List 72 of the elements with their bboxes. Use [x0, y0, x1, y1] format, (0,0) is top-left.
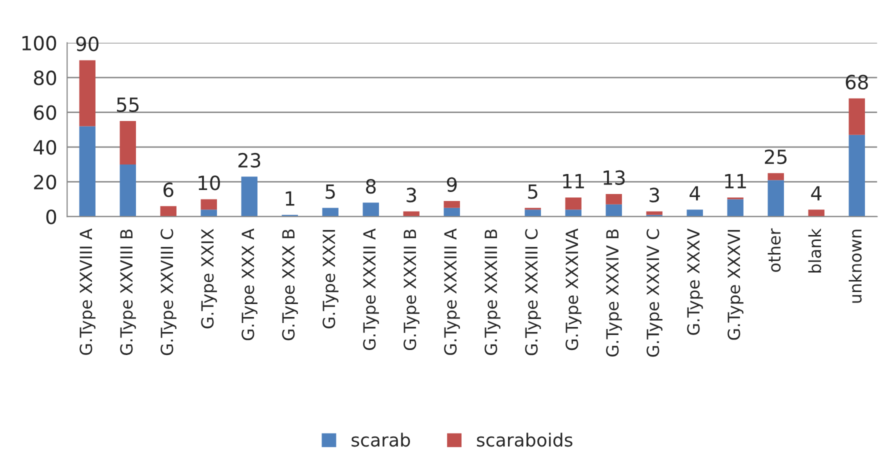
x-tick-label: unknown	[848, 230, 862, 303]
x-tick-label: G.Type XXIX	[201, 228, 217, 328]
x-tick-label: blank	[808, 228, 822, 273]
bar	[322, 208, 338, 217]
x-tick-label: G.Type XXXIII B	[484, 230, 500, 355]
bar	[160, 206, 176, 217]
bar	[362, 202, 379, 217]
x-tick-label: G.Type XXXV	[687, 228, 703, 335]
bar	[768, 173, 784, 180]
bar	[565, 210, 582, 217]
x-tick-label: G.Type XXVIII B	[120, 230, 136, 355]
bar	[444, 200, 460, 208]
bar	[120, 164, 136, 217]
bar	[848, 98, 865, 135]
bar	[120, 121, 136, 164]
bar	[606, 194, 622, 204]
bar	[646, 211, 662, 215]
bar	[444, 208, 460, 217]
bar	[848, 134, 865, 217]
bar	[241, 176, 258, 217]
bar	[79, 126, 96, 217]
total-label: 1	[286, 191, 294, 206]
y-tick-label: 0	[46, 210, 56, 224]
total-label: 6	[164, 182, 174, 198]
bar	[79, 60, 96, 126]
x-tick-label: G.Type XXVIII A	[80, 228, 96, 355]
y-tick-label: 20	[34, 174, 56, 190]
total-label: 13	[604, 170, 625, 186]
y-tick-label: 40	[34, 140, 56, 155]
x-tick-label: G.Type XXXII B	[404, 230, 420, 350]
total-label: 90	[76, 36, 98, 52]
x-tick-label: G.Type XXXIII C	[525, 229, 541, 356]
x-tick-label: G.Type XXXIII A	[444, 228, 460, 355]
bar	[808, 210, 824, 217]
total-label: 8	[366, 178, 376, 194]
x-tick-label: G.Type XXXII A	[363, 228, 379, 350]
bar	[606, 204, 622, 217]
total-label: 3	[406, 188, 416, 202]
bar	[565, 197, 582, 210]
total-label: 11	[725, 174, 746, 188]
bar	[524, 210, 541, 217]
legend-label: scarab	[352, 432, 410, 447]
bar	[686, 210, 703, 217]
total-label: 5	[528, 184, 538, 199]
total-label: 68	[846, 74, 868, 90]
y-tick-label: 60	[34, 105, 56, 120]
total-label: 9	[446, 177, 457, 192]
total-label: 10	[198, 176, 220, 190]
total-label: 55	[117, 98, 139, 112]
x-tick-label: G.Type XXXIV B	[606, 230, 622, 357]
x-tick-label: G.Type XXVIII C	[160, 229, 176, 356]
total-label: 4	[811, 186, 822, 200]
total-label: 25	[764, 149, 787, 164]
total-label: 23	[238, 152, 260, 168]
x-tick-label: G.Type XXX A	[242, 228, 258, 340]
bar	[727, 199, 744, 217]
total-label: 11	[563, 174, 584, 188]
total-label: 4	[690, 186, 700, 200]
x-tick-label: G.Type XXXVI	[728, 230, 744, 340]
bar	[768, 180, 784, 217]
y-tick-label: 100	[22, 36, 56, 51]
y-tick-label: 80	[34, 70, 56, 86]
x-tick-label: G.Type XXX B	[282, 230, 298, 340]
bar	[200, 210, 217, 217]
x-tick-label: G.Type XXXI	[322, 230, 338, 328]
x-tick-label: other	[768, 228, 781, 272]
legend-label: scaraboids	[476, 432, 572, 447]
bar	[200, 199, 217, 210]
total-label: 3	[650, 188, 659, 202]
x-tick-label: G.Type XXXIVA	[566, 228, 582, 350]
total-label: 5	[326, 184, 335, 199]
x-tick-label: G.Type XXXIV C	[646, 229, 662, 357]
